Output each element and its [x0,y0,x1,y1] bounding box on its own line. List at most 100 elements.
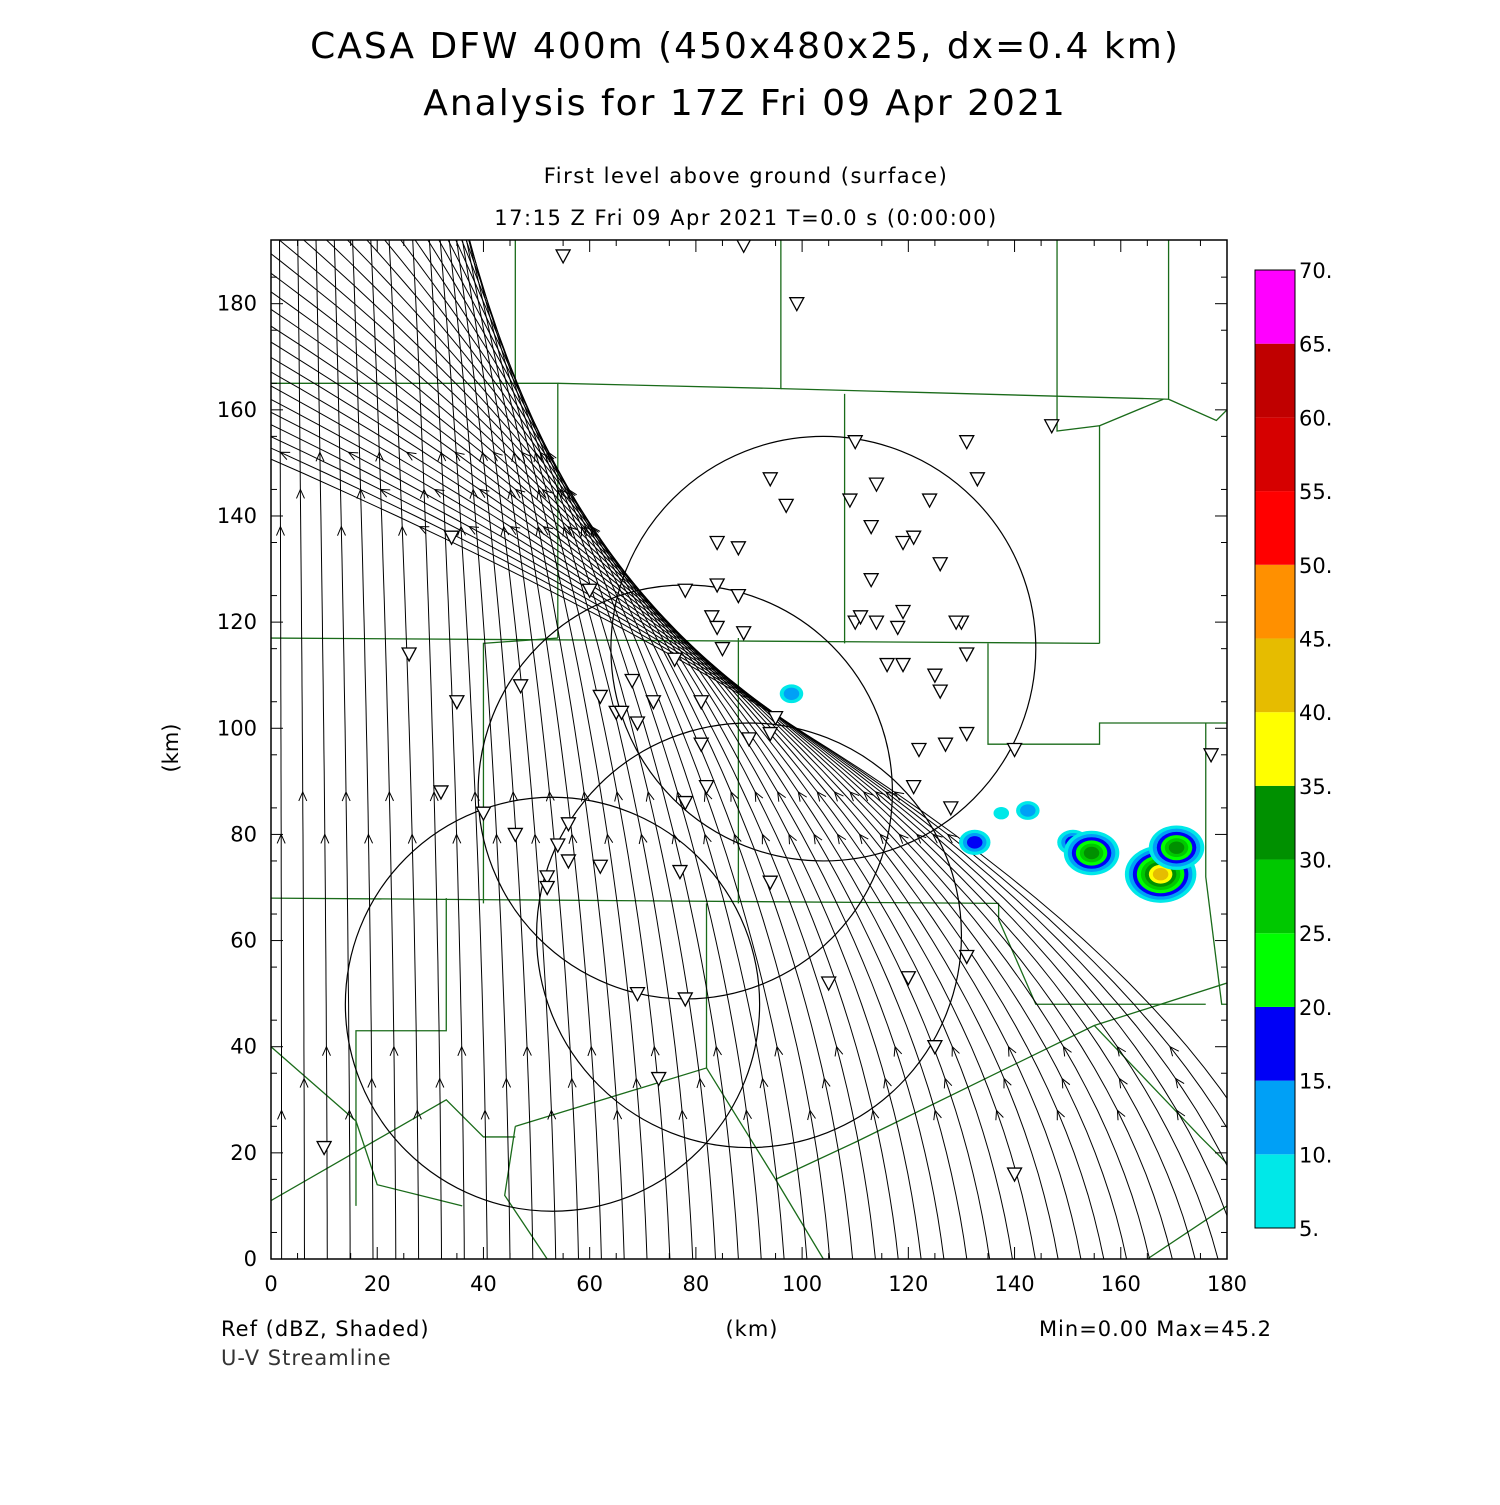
station-marker-icon [740,732,758,748]
streamline-arrow [1061,1077,1071,1089]
station-marker-icon [942,801,959,817]
streamline [456,240,534,1259]
streamline-arrow [834,1045,844,1057]
county-line [557,240,782,390]
streamline-arrow [1062,1045,1072,1057]
station-marker-icon [736,240,752,254]
station-marker-icon [624,673,641,689]
colorbar-label: 5. [1299,1217,1319,1241]
streamline-arrow [566,525,578,536]
streamline [466,240,579,1259]
colorbar-swatch [1255,1154,1295,1228]
colorbar-label: 15. [1299,1070,1332,1094]
station-marker-icon [894,604,912,620]
streamline-arrow [743,1109,752,1121]
streamline-arrow [893,791,905,801]
streamline-arrow [898,833,909,844]
streamline-arrow [531,833,541,844]
streamline-arrow [567,488,576,500]
station-marker-icon [549,838,566,854]
colorbar-label: 30. [1299,849,1332,873]
reflectivity-cell [993,806,1010,820]
county-line [774,1179,824,1259]
plot-title-line1: CASA DFW 400m (450x480x25, dx=0.4 km) [310,26,1180,67]
colorbar-label: 10. [1299,1143,1332,1167]
station-marker-icon [847,435,864,451]
station-marker-icon [932,684,949,700]
streamline [438,240,762,1259]
streamline-arrow [590,525,599,537]
streamline [366,240,876,1259]
county-line [271,1046,463,1207]
colorbar-swatch [1255,564,1295,639]
streamline-arrow [407,833,417,844]
streamline [347,240,899,1259]
station-marker-icon [1006,742,1023,758]
x-axis-label: (km) [725,1317,778,1341]
reflectivity-cell [783,687,800,700]
streamline-arrow [419,488,429,499]
station-marker-icon [852,610,869,626]
station-marker-icon [879,657,896,673]
streamline-arrow [849,791,860,802]
streamline-arrow [933,1109,942,1121]
station-marker-icon [671,864,689,880]
colorbar-label: 50. [1299,554,1332,578]
station-marker-icon [820,976,837,992]
streamline-arrow [479,451,489,462]
streamline-arrow [833,791,844,802]
streamline-arrow [298,790,308,802]
streamline-arrow [821,1077,831,1089]
station-marker-icon [900,971,917,987]
streamline [468,240,602,1259]
station-marker-icon [841,493,858,509]
streamline-arrow [347,451,359,461]
radar-range-ring [535,722,963,1149]
streamline-arrow [632,1077,642,1089]
x-tick-label: 80 [683,1272,710,1296]
streamline [414,240,808,1259]
station-marker-icon [863,573,880,589]
streamline-arrow [435,1077,445,1088]
streamline-arrow [502,1077,512,1088]
radar-range-ring [344,796,761,1212]
streamline-arrow [580,525,590,537]
field-label: Ref (dBZ, Shaded) [221,1317,430,1341]
streamline-arrow [713,1045,722,1057]
streamline-arrow [761,833,771,845]
streamline-arrow [492,833,502,844]
y-tick-label: 0 [244,1247,257,1271]
level-label: First level above ground (surface) [544,164,949,188]
station-marker-icon [539,870,556,886]
streamline-arrow [535,525,545,537]
streamline-arrow [341,790,351,802]
streamline-arrow [567,488,577,500]
streamline-arrow [638,833,648,845]
plot-frame [270,239,1228,1260]
station-marker-icon [613,705,630,721]
streamline-arrow [1176,1109,1186,1121]
station-marker-icon [894,535,912,551]
streamline [427,240,785,1259]
streamline-arrow [405,451,417,461]
station-marker-icon [432,785,450,801]
station-marker-icon [703,610,720,626]
colorbar-swatch [1255,1080,1295,1155]
streamline-arrow [879,833,890,844]
colorbar-label: 70. [1299,259,1332,283]
colorbar-frame [1254,269,1296,1229]
county-line [355,898,447,1206]
streamline-arrow [870,1109,880,1121]
station-marker-icon [958,435,975,451]
station-marker-icon [932,557,949,573]
streamline [370,240,397,1259]
county-line [1146,1205,1227,1259]
x-tick-label: 0 [264,1272,277,1296]
station-marker-icon [969,472,986,488]
streamline-arrow [468,526,480,535]
streamline-arrow [320,833,330,844]
streamline [271,458,1227,1100]
streamline-arrow [469,488,479,499]
x-tick-label: 100 [782,1272,822,1296]
station-marker-icon [693,737,710,753]
